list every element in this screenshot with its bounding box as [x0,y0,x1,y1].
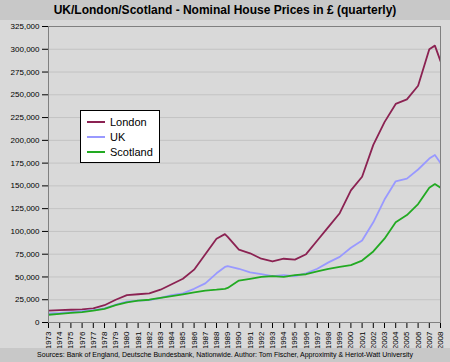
svg-text:2006: 2006 [414,331,423,348]
svg-text:1996: 1996 [302,331,311,348]
svg-text:1995: 1995 [290,331,299,348]
svg-text:1978: 1978 [100,331,109,348]
svg-text:1980: 1980 [122,331,131,348]
html-text:UK/London/Scotland - Nominal H: UK/London/Scotland - Nominal House Price… [53,3,397,17]
svg-text:1989: 1989 [223,331,232,348]
svg-text:1990: 1990 [234,331,243,348]
svg-text:150,000: 150,000 [11,181,40,190]
svg-text:325,000: 325,000 [11,22,40,31]
html-text:Scotland: Scotland [110,145,153,158]
svg-text:1974: 1974 [55,331,64,348]
svg-text:1993: 1993 [268,331,277,348]
html-text:UK: UK [110,130,126,143]
svg-text:275,000: 275,000 [11,68,40,77]
svg-text:2000: 2000 [346,331,355,348]
svg-text:1998: 1998 [324,331,333,348]
svg-text:1991: 1991 [246,331,255,348]
svg-text:250,000: 250,000 [11,90,40,99]
svg-text:1977: 1977 [89,331,98,348]
svg-text:2008: 2008 [436,331,445,348]
svg-text:1982: 1982 [145,331,154,348]
svg-text:1981: 1981 [134,331,143,348]
svg-text:1976: 1976 [78,331,87,348]
svg-text:1973: 1973 [44,331,53,348]
svg-text:100,000: 100,000 [11,227,40,236]
svg-text:300,000: 300,000 [11,45,40,54]
svg-text:50,000: 50,000 [15,273,40,282]
svg-text:2005: 2005 [402,331,411,348]
svg-text:1979: 1979 [111,331,120,348]
svg-text:25,000: 25,000 [15,295,40,304]
svg-text:200,000: 200,000 [11,136,40,145]
svg-text:2003: 2003 [380,331,389,348]
svg-text:2002: 2002 [369,331,378,348]
svg-text:1975: 1975 [66,331,75,348]
svg-text:1992: 1992 [257,331,266,348]
svg-text:1986: 1986 [190,331,199,348]
svg-text:75,000: 75,000 [15,250,40,259]
svg-text:1994: 1994 [279,331,288,348]
svg-text:1984: 1984 [167,331,176,348]
svg-text:1983: 1983 [156,331,165,348]
svg-text:2001: 2001 [358,331,367,348]
svg-text:1988: 1988 [212,331,221,348]
html-text:London: London [110,115,147,128]
svg-text:225,000: 225,000 [11,113,40,122]
svg-text:2007: 2007 [425,331,434,348]
svg-text:2004: 2004 [391,331,400,348]
svg-text:1985: 1985 [178,331,187,348]
svg-text:0: 0 [35,318,40,327]
svg-text:1987: 1987 [201,331,210,348]
svg-text:1999: 1999 [335,331,344,348]
svg-text:175,000: 175,000 [11,159,40,168]
html-text:Sources: Bank of England, Deut: Sources: Bank of England, Deutsche Bunde… [37,351,413,358]
svg-text:125,000: 125,000 [11,204,40,213]
svg-text:1997: 1997 [313,331,322,348]
